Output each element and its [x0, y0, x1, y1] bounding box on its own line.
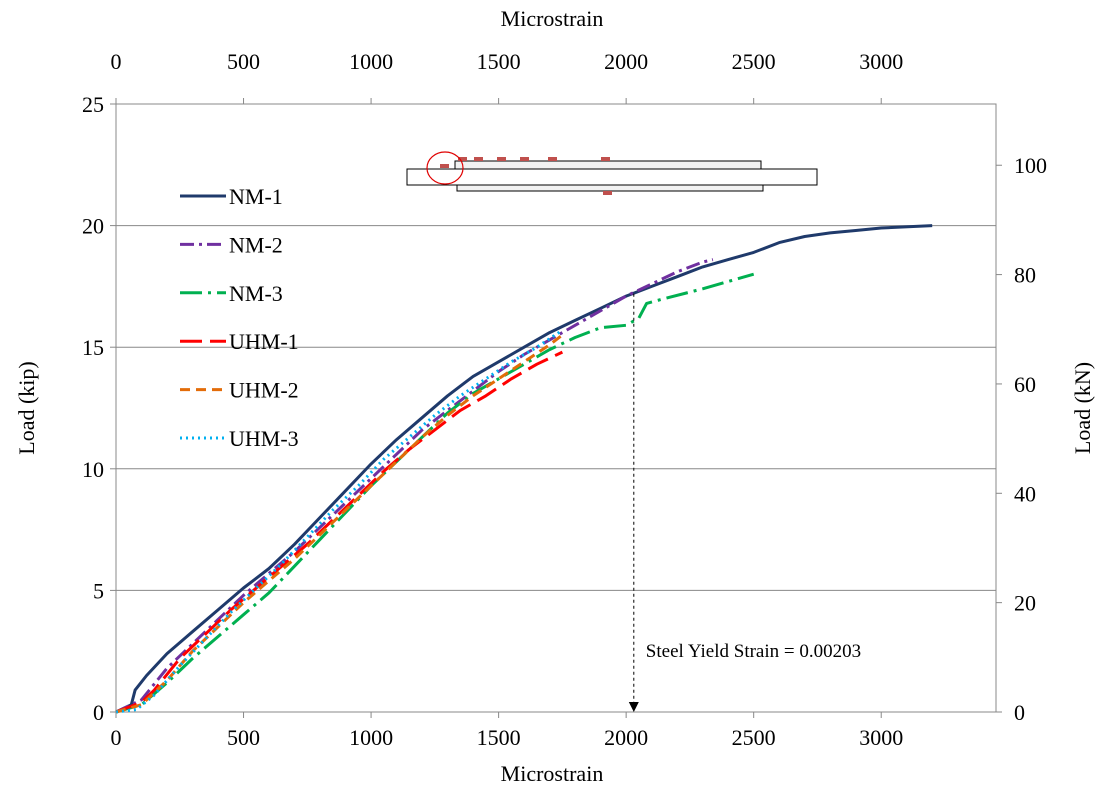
x-top-tick-label: 1000: [349, 49, 393, 74]
yield-arrow-head: [628, 702, 639, 712]
strain-gauge-marker: [458, 157, 467, 161]
y-tick-label: 10: [82, 457, 104, 482]
y-axis-title: Load (kip): [14, 361, 39, 454]
x-tick-label: 0: [111, 725, 122, 750]
legend-label-nm-1: NM-1: [229, 184, 283, 209]
strain-gauge-marker: [548, 157, 557, 161]
x-tick-label: 2000: [604, 725, 648, 750]
x-tick-label: 2500: [732, 725, 776, 750]
x-top-tick-label: 2500: [732, 49, 776, 74]
series-layer: [115, 224, 933, 714]
series-line-uhm-2: [115, 333, 564, 714]
y-right-tick-label: 20: [1014, 591, 1036, 616]
y-right-tick-label: 80: [1014, 263, 1036, 288]
schematic-bottom-plate: [456, 184, 764, 192]
y-right-tick-label: 100: [1014, 153, 1047, 178]
strain-gauge-marker: [603, 191, 612, 195]
x-top-tick-label: 500: [227, 49, 260, 74]
series-line-nm-1: [115, 224, 933, 714]
series-line-nm-3: [115, 272, 755, 714]
series-line-nm-2: [115, 258, 714, 714]
y-tick-label: 25: [82, 92, 104, 117]
legend-label-nm-3: NM-3: [229, 281, 283, 306]
x-top-axis-title: Microstrain: [501, 6, 604, 31]
specimen-schematic-diagram: [406, 151, 818, 195]
x-top-tick-label: 1500: [477, 49, 521, 74]
strain-gauge-marker: [474, 157, 483, 161]
legend: NM-1 NM-2 NM-3 UHM-1 UHM-2 UHM-3: [180, 184, 299, 451]
x-tick-label: 1000: [349, 725, 393, 750]
x-top-tick-label: 0: [111, 49, 122, 74]
y-right-tick-label: 40: [1014, 481, 1036, 506]
x-tick-label: 500: [227, 725, 260, 750]
x-tick-label: 1500: [477, 725, 521, 750]
x-top-tick-label: 3000: [859, 49, 903, 74]
y-tick-label: 5: [93, 578, 104, 603]
schematic-center-plate: [406, 168, 818, 186]
x-tick-label: 3000: [859, 725, 903, 750]
legend-label-uhm-3: UHM-3: [229, 426, 299, 451]
y-tick-label: 15: [82, 335, 104, 360]
axes-labels: 0050050010001000150015002000200025002500…: [14, 6, 1095, 786]
strain-gauge-marker: [601, 157, 610, 161]
highlight-circle: [426, 151, 464, 185]
yield-annotation-text: Steel Yield Strain = 0.00203: [646, 641, 861, 662]
legend-label-nm-2: NM-2: [229, 232, 283, 257]
strain-gauge-marker: [440, 164, 449, 168]
y-right-tick-label: 0: [1014, 700, 1025, 725]
y-tick-label: 0: [93, 700, 104, 725]
y-right-axis-title: Load (kN): [1070, 362, 1095, 454]
series-line-uhm-3: [115, 328, 564, 714]
strain-gauge-marker: [520, 157, 529, 161]
yield-annotation: Steel Yield Strain = 0.00203: [628, 293, 861, 712]
x-axis-title: Microstrain: [501, 761, 604, 786]
y-tick-label: 20: [82, 214, 104, 239]
x-top-tick-label: 2000: [604, 49, 648, 74]
strain-gauge-marker: [497, 157, 506, 161]
y-right-tick-label: 60: [1014, 372, 1036, 397]
series-line-uhm-1: [115, 350, 564, 714]
plot-frame: [115, 103, 997, 713]
legend-label-uhm-1: UHM-1: [229, 329, 299, 354]
schematic-top-plate: [454, 160, 762, 170]
legend-label-uhm-2: UHM-2: [229, 378, 299, 403]
